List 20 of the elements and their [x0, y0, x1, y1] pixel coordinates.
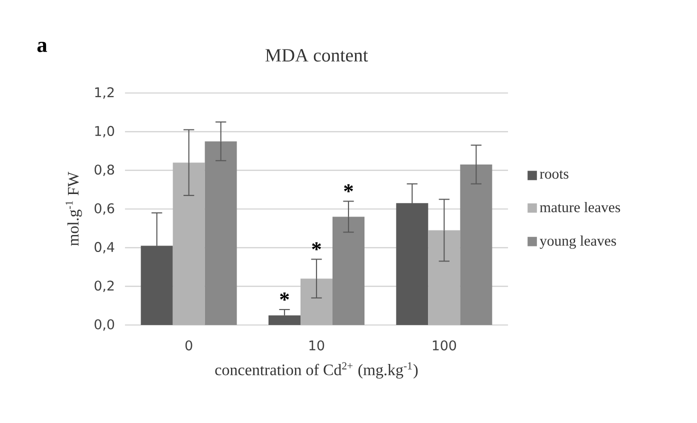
y-tick-label: 0,4: [94, 242, 114, 254]
y-tick-label: 1,0: [95, 126, 114, 138]
y-tick-label: 0,6: [94, 203, 114, 215]
legend-label: mature leaves: [540, 202, 620, 212]
x-tick-label: 10: [309, 340, 324, 350]
legend-label: young leaves: [540, 235, 616, 249]
chart-title: MDA content: [265, 49, 368, 62]
y-tick-label: 1,2: [95, 87, 114, 99]
y-tick-label: 0,2: [94, 280, 114, 292]
data-label: *: [312, 242, 321, 250]
x-tick-label: 0: [185, 340, 192, 350]
x-axis-title: concentration of Cd$^{2+}$ (mg.kg$^{-1}$): [215, 362, 418, 379]
y-axis-title: mol.g$^{-1}$ FW: [66, 172, 82, 246]
text: a: [37, 42, 48, 52]
y-tick-label: 0,8: [94, 164, 114, 176]
y-tick-label: 0,0: [94, 319, 114, 331]
data-label: *: [280, 292, 289, 301]
data-label: *: [344, 184, 353, 192]
legend-label: roots: [540, 170, 568, 179]
x-tick-label: 100: [432, 340, 456, 350]
